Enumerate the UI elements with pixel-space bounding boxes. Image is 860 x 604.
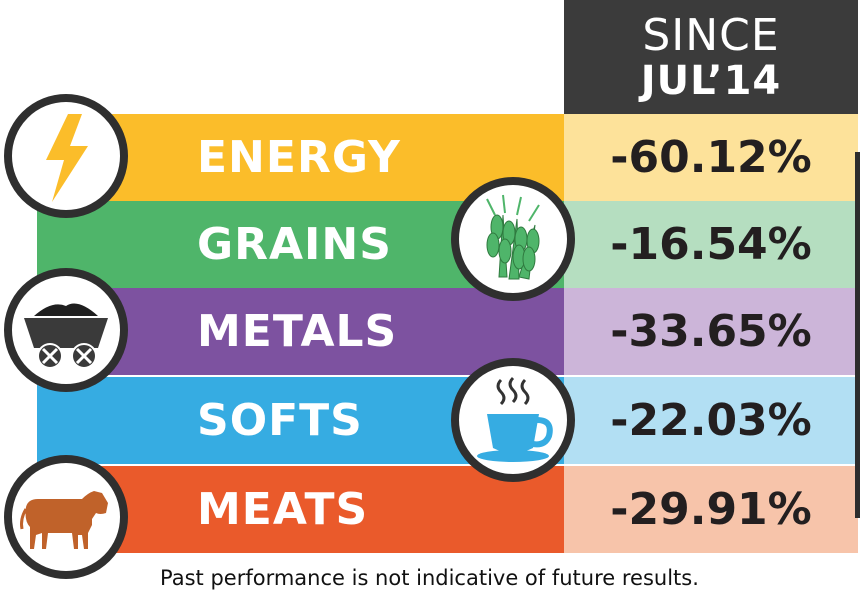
meats-icon-circle	[4, 455, 128, 579]
category-label-energy: ENERGY	[197, 132, 401, 183]
coffee-cup-icon	[477, 376, 553, 462]
mine-cart-icon	[24, 303, 108, 369]
header-date-label: JUL’14	[640, 58, 782, 104]
disclaimer-footnote: Past performance is not indicative of fu…	[160, 566, 699, 590]
softs-icon-circle	[451, 358, 575, 482]
value-cell-meats: -29.91%	[564, 466, 858, 553]
header-since-label: SINCE	[642, 10, 780, 61]
value-energy: -60.12%	[610, 132, 812, 183]
right-edge-rule	[855, 152, 860, 518]
category-label-meats: MEATS	[197, 484, 369, 535]
wheat-icon	[486, 194, 540, 280]
grains-icon-circle	[451, 177, 575, 301]
category-label-grains: GRAINS	[197, 219, 392, 270]
value-metals: -33.65%	[610, 306, 812, 357]
value-cell-grains: -16.54%	[564, 201, 858, 288]
lightning-bolt-icon	[46, 114, 88, 202]
cow-icon	[20, 491, 108, 549]
category-label-metals: METALS	[197, 306, 398, 357]
value-meats: -29.91%	[610, 484, 812, 535]
value-cell-softs: -22.03%	[564, 377, 858, 464]
energy-icon-circle	[4, 94, 128, 218]
value-grains: -16.54%	[610, 219, 812, 270]
value-softs: -22.03%	[610, 395, 812, 446]
value-cell-metals: -33.65%	[564, 288, 858, 375]
category-label-softs: SOFTS	[197, 395, 363, 446]
value-cell-energy: -60.12%	[564, 114, 858, 201]
column-header: SINCE JUL’14	[564, 0, 858, 114]
metals-icon-circle	[4, 268, 128, 392]
